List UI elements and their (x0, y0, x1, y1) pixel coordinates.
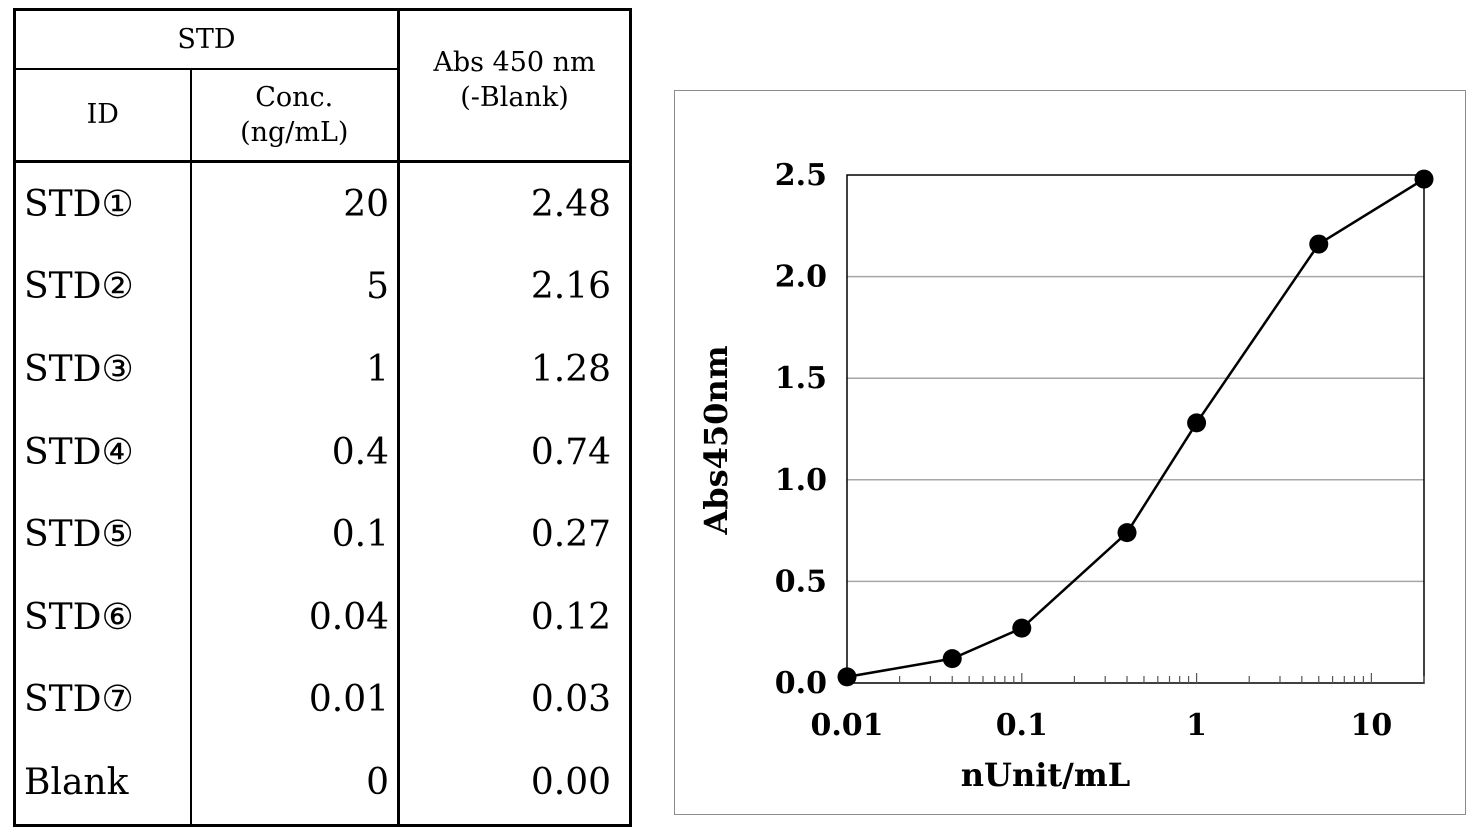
abs-cell: 0.74 (530, 431, 611, 473)
header-std-group: STD (14, 9, 400, 70)
abs-cell: 0.00 (530, 761, 611, 803)
id-cell: STD② (14, 245, 192, 329)
header-conc: Conc. (ng/mL) (190, 69, 400, 163)
abs-cell: 0.27 (530, 514, 611, 556)
id-cell: STD⑦ (14, 658, 192, 742)
data-point (1117, 523, 1137, 543)
abs-cell: 1.28 (530, 348, 611, 390)
header-abs-line2: (-Blank) (460, 82, 569, 114)
header-conc-line2: (ng/mL) (240, 117, 349, 148)
conc-cell: 5 (190, 245, 400, 329)
table-row: Blank 0 0.00 (14, 741, 631, 826)
y-tick-label: 0.0 (775, 666, 827, 701)
data-point (1187, 413, 1207, 433)
conc-cell: 0.01 (190, 658, 400, 742)
header-abs-line1: Abs 450 nm (433, 47, 596, 78)
header-conc-line1: Conc. (255, 81, 334, 113)
id-cell: STD⑥ (14, 575, 192, 659)
data-point (1309, 234, 1329, 254)
data-point (1012, 618, 1032, 638)
x-tick-label: 10 (1351, 708, 1393, 743)
plot-area-border (846, 174, 1425, 684)
x-tick-label: 1 (1186, 708, 1207, 743)
x-tick-label: 0.1 (996, 708, 1048, 743)
conc-cell: 0.04 (190, 575, 400, 659)
chart-frame: 0.0 0.5 1.0 1.5 2.0 2.5 0.01 0.1 1 10 nUnit/mL Abs4… (674, 90, 1466, 815)
x-axis-title: nUnit/mL (961, 756, 1130, 794)
abs-cell: 2.48 (530, 183, 611, 225)
id-cell: STD① (14, 161, 192, 246)
table-row: STD③ 1 1.28 (14, 328, 631, 411)
table-row: STD② 5 2.16 (14, 245, 631, 329)
table-row: STD① 20 2.48 (14, 161, 631, 246)
y-tick-label: 2.5 (775, 158, 827, 193)
id-cell: Blank (14, 741, 192, 826)
y-tick-label: 1.5 (775, 361, 827, 396)
x-tick-label: 0.01 (810, 708, 883, 743)
abs-cell: 0.12 (530, 596, 611, 638)
data-point (837, 667, 857, 687)
table-row: STD⑤ 0.1 0.27 (14, 493, 631, 576)
data-point (1414, 169, 1434, 189)
standards-table: STD Abs 450 nm (-Blank) ID Conc. (ng/mL)… (13, 8, 632, 827)
data-point (942, 649, 962, 669)
y-tick-label: 1.0 (775, 463, 827, 498)
conc-cell: 20 (190, 161, 400, 246)
y-tick-label: 2.0 (775, 260, 827, 295)
table-body: STD① 20 2.48 STD② 5 2.16 STD③ 1 1.28 STD④ 0.4 0.74 S… (14, 161, 631, 826)
abs-cell: 0.03 (530, 679, 611, 721)
id-cell: STD⑤ (14, 493, 192, 576)
abs-cell: 2.16 (530, 266, 611, 308)
table-row: STD④ 0.4 0.74 (14, 410, 631, 494)
table-row: STD⑦ 0.01 0.03 (14, 658, 631, 742)
series-line (846, 178, 1425, 679)
conc-cell: 0.4 (190, 410, 400, 494)
conc-cell: 1 (190, 328, 400, 411)
conc-cell: 0 (190, 741, 400, 826)
id-cell: STD③ (14, 328, 192, 411)
table-row: STD⑥ 0.04 0.12 (14, 575, 631, 659)
conc-cell: 0.1 (190, 493, 400, 576)
y-tick-label: 0.5 (775, 564, 827, 599)
standard-curve-chart: 0.0 0.5 1.0 1.5 2.0 2.5 0.01 0.1 1 10 nUnit/mL Abs4… (697, 158, 1434, 794)
id-cell: STD④ (14, 410, 192, 494)
header-abs: Abs 450 nm (-Blank) (398, 9, 631, 163)
header-id: ID (14, 69, 192, 163)
y-axis-title: Abs450nm (697, 345, 735, 535)
